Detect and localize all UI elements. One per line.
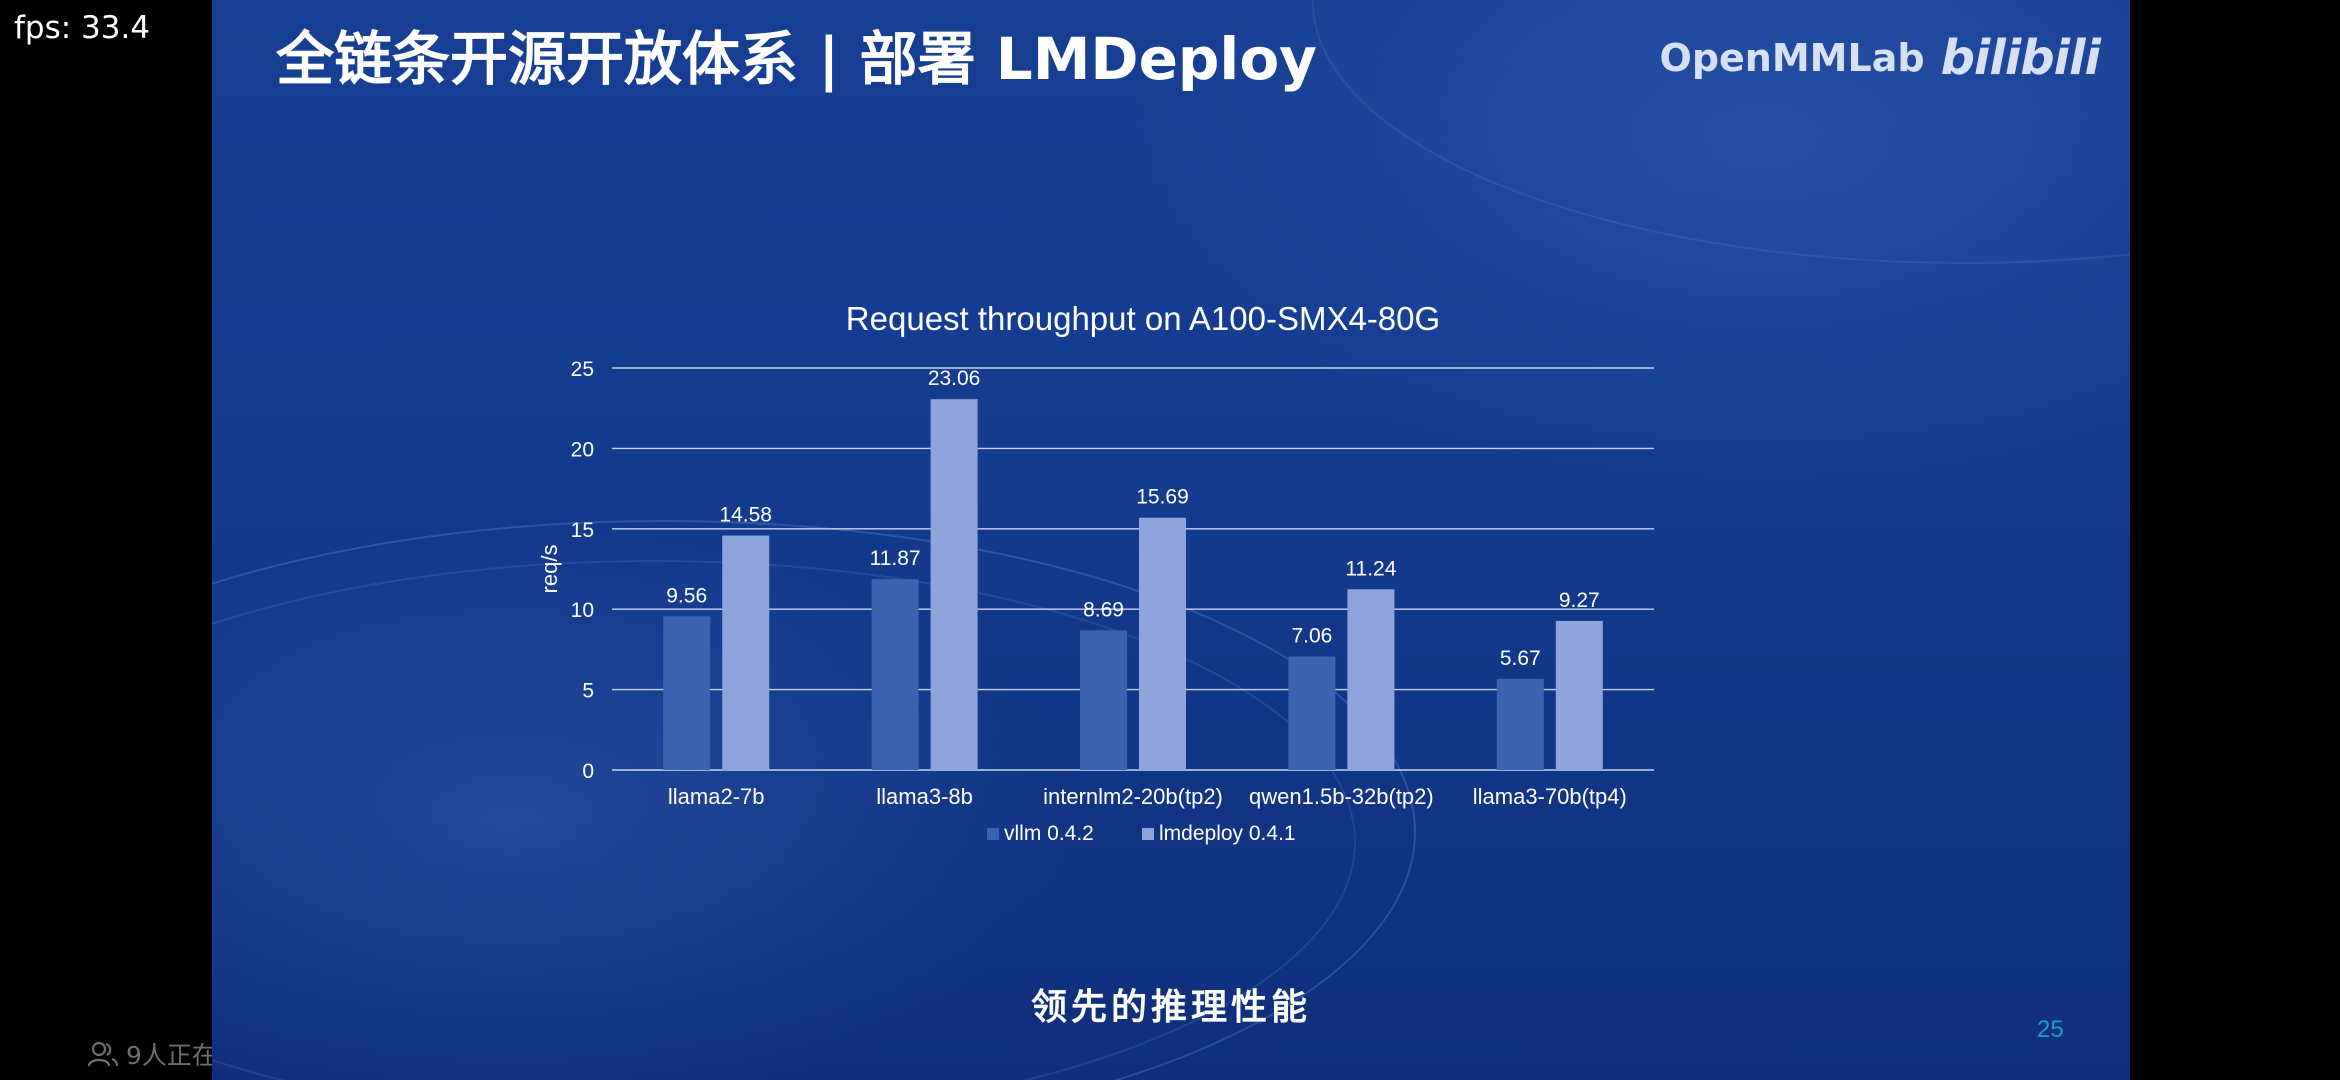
y-tick-label: 10 [571,599,594,622]
bar-lmdeploy [1139,517,1186,770]
x-tick-label: qwen1.5b-32b(tp2) [1249,784,1434,809]
y-tick-label: 25 [571,358,594,381]
x-tick-label: llama3-70b(tp4) [1473,784,1627,809]
y-axis-label: req/s [537,545,562,594]
x-tick-label: internlm2-20b(tp2) [1043,784,1223,809]
y-tick-label: 20 [571,438,594,461]
x-tick-label: llama2-7b [668,784,765,809]
y-tick-label: 15 [571,519,594,542]
legend-swatch-lmdeploy [1142,828,1154,840]
slide-title: 全链条开源开放体系 | 部署 LMDeploy [276,25,1317,93]
data-label: 9.56 [666,584,707,607]
data-label: 7.06 [1291,624,1332,647]
y-tick-label: 5 [582,680,594,703]
legend-label: lmdeploy 0.4.1 [1159,822,1296,845]
bar-lmdeploy [1555,620,1603,770]
bar-vllm [663,616,711,770]
bar-vllm [1496,678,1544,770]
page-number: 25 [2037,1016,2064,1043]
bar-lmdeploy [930,399,978,770]
bar-vllm [1080,630,1127,770]
bar-vllm [871,579,919,770]
brand-logos: OpenMMLab bilibili [1659,30,2101,86]
openmmlab-logo: OpenMMLab [1659,36,1925,80]
slide-caption: 领先的推理性能 [1030,987,1311,1028]
y-tick-label: 0 [582,760,594,783]
bilibili-logo: bilibili [1940,30,2101,86]
data-label: 5.67 [1500,647,1541,670]
data-label: 9.27 [1559,589,1600,612]
x-tick-label: llama3-8b [876,784,973,809]
bar-lmdeploy [722,535,770,770]
data-label: 23.06 [928,367,981,390]
data-label: 11.87 [870,547,921,570]
fps-counter: fps: 33.4 [14,10,151,46]
people-icon [88,1041,118,1067]
throughput-chart: Request throughput on A100-SMX4-80G 0 5 10 1… [537,300,1654,845]
data-label: 11.24 [1345,557,1396,580]
bar-vllm [1288,656,1336,770]
chart-title: Request throughput on A100-SMX4-80G [846,300,1440,337]
legend-label: vllm 0.4.2 [1004,822,1094,845]
data-label: 14.58 [719,504,772,527]
bar-lmdeploy [1347,589,1395,770]
data-label: 8.69 [1083,598,1124,621]
presentation-slide: 全链条开源开放体系 | 部署 LMDeploy OpenMMLab bilibi… [212,0,2130,1080]
data-label: 15.69 [1136,486,1189,509]
legend-swatch-vllm [987,828,999,840]
